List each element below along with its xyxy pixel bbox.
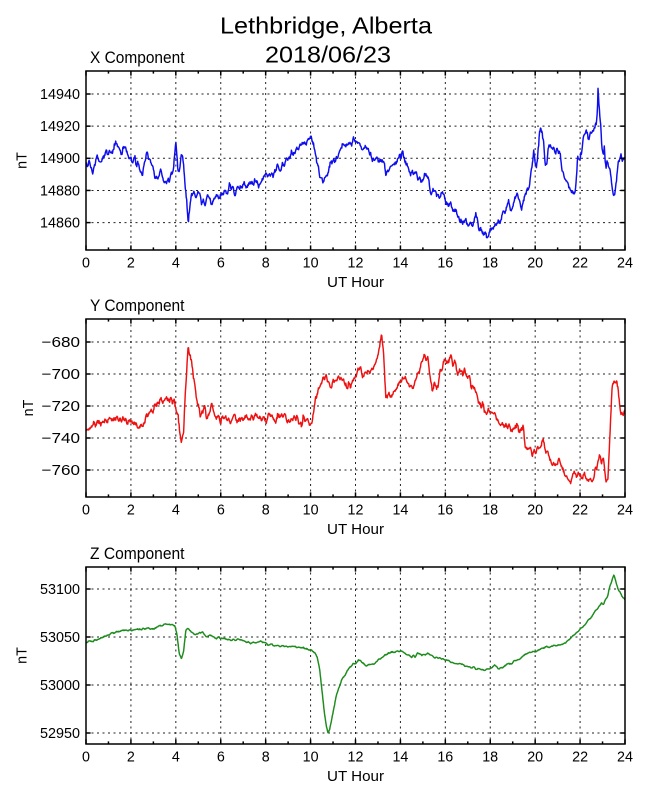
svg-text:4: 4 [172,502,180,518]
svg-text:8: 8 [262,749,270,765]
svg-text:nT: nT [21,399,37,416]
svg-text:12: 12 [348,502,364,518]
svg-text:14860: 14860 [40,216,80,232]
svg-text:53050: 53050 [40,630,80,646]
svg-text:12: 12 [348,255,364,271]
svg-text:53000: 53000 [40,678,80,694]
svg-text:24: 24 [617,255,633,271]
svg-text:Y Component: Y Component [90,297,185,315]
svg-text:UT Hour: UT Hour [327,275,384,291]
svg-text:−700: −700 [42,367,81,383]
svg-text:53100: 53100 [40,582,80,598]
svg-text:10: 10 [303,749,319,765]
svg-text:14: 14 [392,502,408,518]
svg-text:6: 6 [217,255,225,271]
svg-text:4: 4 [172,749,180,765]
svg-text:0: 0 [82,749,90,765]
svg-text:24: 24 [617,749,633,765]
svg-text:20: 20 [527,255,543,271]
svg-text:−760: −760 [42,463,81,479]
svg-text:10: 10 [303,255,319,271]
svg-text:12: 12 [348,749,364,765]
svg-text:0: 0 [82,502,90,518]
svg-text:2018/06/23: 2018/06/23 [265,42,391,68]
svg-text:18: 18 [482,255,498,271]
svg-text:−720: −720 [42,399,81,415]
svg-text:2: 2 [127,502,135,518]
svg-text:Z Component: Z Component [90,545,185,563]
svg-text:20: 20 [527,502,543,518]
svg-text:−680: −680 [42,335,81,351]
svg-text:14920: 14920 [40,119,80,135]
svg-text:18: 18 [482,749,498,765]
svg-text:2: 2 [127,255,135,271]
svg-text:nT: nT [14,152,30,169]
svg-text:4: 4 [172,255,180,271]
svg-text:14940: 14940 [40,87,80,103]
svg-text:16: 16 [437,255,453,271]
svg-text:UT Hour: UT Hour [327,522,384,538]
svg-text:24: 24 [617,502,633,518]
svg-text:16: 16 [437,749,453,765]
svg-text:−740: −740 [42,431,81,447]
svg-text:22: 22 [572,255,588,271]
svg-text:UT Hour: UT Hour [327,769,384,785]
svg-text:8: 8 [262,255,270,271]
svg-text:14880: 14880 [40,183,80,199]
svg-text:2: 2 [127,749,135,765]
svg-text:0: 0 [82,255,90,271]
svg-text:nT: nT [14,647,30,664]
svg-text:10: 10 [303,502,319,518]
svg-text:6: 6 [217,749,225,765]
svg-text:20: 20 [527,749,543,765]
svg-text:8: 8 [262,502,270,518]
svg-text:Lethbridge, Alberta: Lethbridge, Alberta [220,13,432,39]
svg-text:16: 16 [437,502,453,518]
svg-text:14: 14 [392,749,408,765]
svg-text:22: 22 [572,502,588,518]
svg-text:52950: 52950 [40,726,80,742]
svg-text:18: 18 [482,502,498,518]
svg-text:6: 6 [217,502,225,518]
svg-text:14: 14 [392,255,408,271]
svg-text:X Component: X Component [90,49,185,67]
svg-text:14900: 14900 [40,151,80,167]
svg-text:22: 22 [572,749,588,765]
